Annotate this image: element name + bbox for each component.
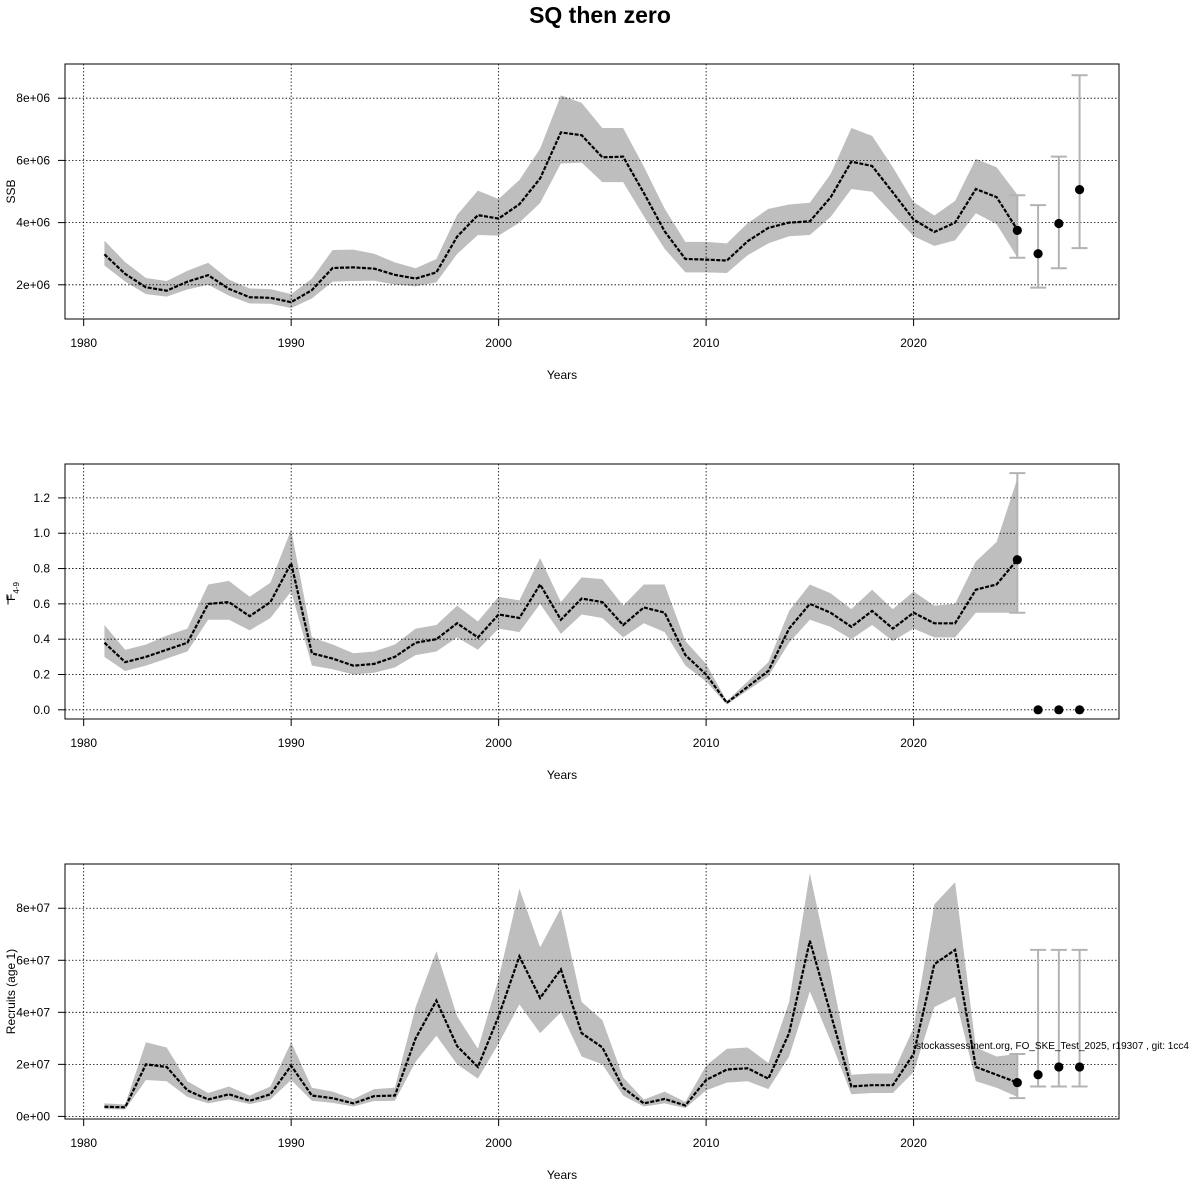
y-tick-label: 6e+07 xyxy=(16,953,50,967)
y-tick-label: 4e+07 xyxy=(16,1005,50,1019)
confidence-band xyxy=(104,478,1018,705)
projection-point xyxy=(1033,1070,1043,1080)
x-tick-label: 2000 xyxy=(485,1136,512,1150)
projection-point xyxy=(1033,705,1043,715)
y-tick-label: 0.6 xyxy=(33,597,50,611)
projection-point xyxy=(1012,1077,1022,1088)
x-tick-label: 1980 xyxy=(70,336,97,350)
estimate-line xyxy=(104,940,1018,1109)
x-tick-label: 1990 xyxy=(278,336,305,350)
projection-point xyxy=(1012,225,1022,235)
y-tick-label: 0e+00 xyxy=(16,1109,50,1123)
projection-point xyxy=(1074,1062,1085,1072)
x-tick-label: 1990 xyxy=(278,736,305,750)
x-tick-label: 2020 xyxy=(900,336,927,350)
y-tick-label: 4e+06 xyxy=(16,216,50,230)
x-tick-label: 1980 xyxy=(70,1136,97,1150)
panel-recruits: 1980 1990 2000 2010 2020 0e+00 2e+07 4e+07 6e+07… xyxy=(4,863,1120,1182)
panel-ssb: 1980 1990 2000 2010 2020 2e+06 4e+06 6e+06 8e+06… xyxy=(4,63,1120,382)
y-tick-label: 8e+06 xyxy=(16,91,50,105)
x-axis-title: Years xyxy=(547,368,577,382)
projection-point xyxy=(1054,1062,1064,1072)
projection-point xyxy=(1074,705,1085,715)
x-tick-label: 1990 xyxy=(278,1136,305,1150)
projection-point xyxy=(1074,185,1085,195)
plot-frame xyxy=(64,863,1120,1120)
x-tick-label: 2020 xyxy=(900,736,927,750)
confidence-band xyxy=(104,873,1018,1110)
y-tick-label: 0.8 xyxy=(33,562,50,576)
x-tick-label: 2010 xyxy=(693,736,720,750)
y-axis-title: F4-9 xyxy=(4,581,21,600)
x-axis-title: Years xyxy=(547,1168,577,1182)
projection-point xyxy=(1054,218,1064,229)
y-tick-label: 1.2 xyxy=(33,491,50,505)
y-tick-label: 6e+06 xyxy=(16,153,50,167)
y-axis-title-subscript: 4-9 xyxy=(12,581,21,593)
credit-text: stockassessment.org, FO_SKE_Test_2025, r… xyxy=(916,1041,1189,1052)
plot-frame xyxy=(64,463,1120,720)
chart-title: SQ then zero xyxy=(529,2,671,28)
y-tick-label: 0.0 xyxy=(33,703,50,717)
confidence-band xyxy=(104,95,1018,309)
y-tick-label: 1.0 xyxy=(33,526,50,540)
x-tick-label: 2020 xyxy=(900,1136,927,1150)
estimate-line xyxy=(103,559,1019,705)
y-axis-title: Recruits (age 1) xyxy=(4,949,18,1034)
x-tick-label: 2010 xyxy=(693,1136,720,1150)
y-tick-label: 8e+07 xyxy=(16,901,50,915)
x-tick-label: 2010 xyxy=(693,336,720,350)
projection-point xyxy=(1012,555,1022,565)
y-axis-title: SSB xyxy=(4,179,18,203)
panel-fbar: 1980 1990 2000 2010 2020 0.0 0.2 0.4 0.6 0.8 1.0 1.… xyxy=(4,463,1120,782)
y-tick-label: 0.2 xyxy=(33,667,50,681)
y-tick-label: 2e+06 xyxy=(16,278,50,292)
projection-point xyxy=(1054,705,1064,715)
x-tick-label: 2000 xyxy=(485,736,512,750)
estimate-line xyxy=(103,131,1019,304)
plot-frame xyxy=(64,63,1120,320)
projection-point xyxy=(1033,249,1043,259)
y-tick-label: 2e+07 xyxy=(16,1057,50,1071)
x-tick-label: 2000 xyxy=(485,336,512,350)
x-tick-label: 1980 xyxy=(70,736,97,750)
x-axis-title: Years xyxy=(547,768,577,782)
y-tick-label: 0.4 xyxy=(33,632,50,646)
